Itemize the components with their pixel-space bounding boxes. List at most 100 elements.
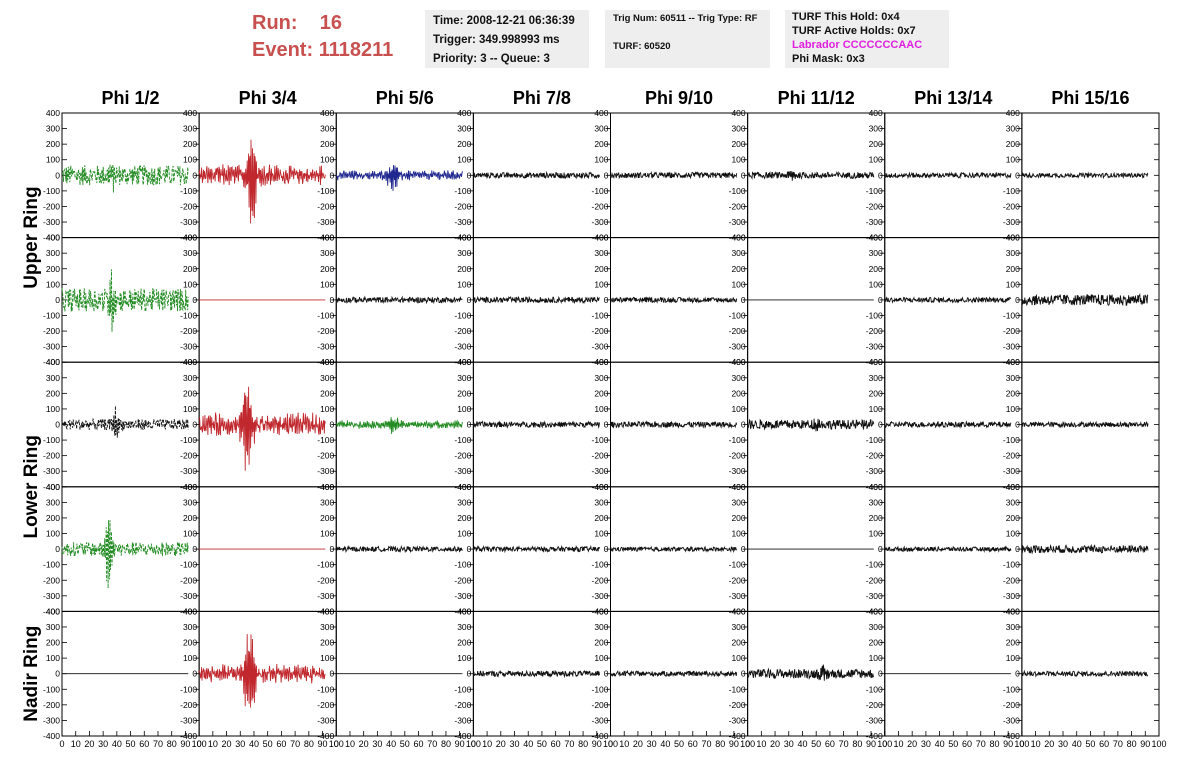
x-tick-label: 10 bbox=[893, 739, 903, 749]
y-tick-label: -100 bbox=[317, 186, 334, 196]
y-tick-label: 200 bbox=[594, 139, 608, 149]
y-tick-label: 300 bbox=[869, 497, 883, 507]
y-tick-label: 200 bbox=[183, 139, 197, 149]
y-tick-label: -200 bbox=[866, 700, 883, 710]
y-tick-label: 100 bbox=[869, 653, 883, 663]
y-tick-label: 200 bbox=[457, 513, 471, 523]
y-tick-label: -100 bbox=[1003, 684, 1020, 694]
y-tick-label: 0 bbox=[604, 669, 609, 679]
y-tick-label: -200 bbox=[866, 326, 883, 336]
y-tick-label: -100 bbox=[866, 186, 883, 196]
waveform-trace bbox=[61, 405, 189, 438]
x-tick-label: 0 bbox=[1019, 739, 1024, 749]
y-tick-label: -200 bbox=[1003, 201, 1020, 211]
time-text: Time: 2008-12-21 06:36:39 bbox=[433, 15, 575, 27]
waveform-trace bbox=[1021, 171, 1149, 180]
x-tick-label: 70 bbox=[427, 739, 437, 749]
y-tick-label: 400 bbox=[731, 482, 745, 492]
turf-hold-text: TURF This Hold: 0x4 bbox=[792, 11, 900, 23]
y-tick-label: -300 bbox=[180, 591, 197, 601]
y-tick-label: -200 bbox=[43, 700, 60, 710]
waveform-trace bbox=[610, 420, 738, 429]
x-tick-label: 30 bbox=[235, 739, 245, 749]
y-tick-label: -200 bbox=[43, 575, 60, 585]
waveform-trace bbox=[610, 296, 738, 304]
x-tick-label: 70 bbox=[839, 739, 849, 749]
y-tick-label: -200 bbox=[43, 201, 60, 211]
y-tick-label: -300 bbox=[43, 466, 60, 476]
y-tick-label: 400 bbox=[869, 482, 883, 492]
y-tick-label: -100 bbox=[43, 684, 60, 694]
y-tick-label: 100 bbox=[1006, 155, 1020, 165]
y-tick-label: -100 bbox=[43, 186, 60, 196]
y-tick-label: -300 bbox=[317, 342, 334, 352]
x-tick-label: 60 bbox=[551, 739, 561, 749]
y-tick-label: 100 bbox=[731, 404, 745, 414]
y-tick-label: 100 bbox=[183, 653, 197, 663]
y-tick-label: -300 bbox=[180, 217, 197, 227]
y-tick-label: 200 bbox=[594, 264, 608, 274]
y-tick-label: 0 bbox=[192, 420, 197, 430]
y-tick-label: 400 bbox=[320, 482, 334, 492]
y-tick-label: -200 bbox=[866, 201, 883, 211]
y-tick-label: -400 bbox=[866, 731, 883, 741]
y-tick-label: 100 bbox=[1006, 529, 1020, 539]
waveform-trace bbox=[61, 520, 189, 589]
y-tick-label: -300 bbox=[729, 591, 746, 601]
y-tick-label: -200 bbox=[180, 451, 197, 461]
y-tick-label: 300 bbox=[594, 124, 608, 134]
run-event-box: Run: 16 Event: 1118211 bbox=[252, 10, 393, 64]
y-tick-label: 100 bbox=[869, 155, 883, 165]
y-tick-label: -400 bbox=[43, 606, 60, 616]
y-tick-label: 300 bbox=[594, 622, 608, 632]
y-tick-label: 300 bbox=[1006, 497, 1020, 507]
y-tick-label: 300 bbox=[869, 124, 883, 134]
y-tick-label: 200 bbox=[320, 264, 334, 274]
y-tick-label: -100 bbox=[317, 560, 334, 570]
y-tick-label: -100 bbox=[1003, 560, 1020, 570]
y-tick-label: 0 bbox=[330, 170, 335, 180]
y-tick-label: 400 bbox=[869, 108, 883, 118]
x-tick-label: 0 bbox=[471, 739, 476, 749]
x-tick-label: 20 bbox=[359, 739, 369, 749]
x-tick-label: 70 bbox=[976, 739, 986, 749]
y-tick-label: 100 bbox=[320, 653, 334, 663]
waveform-trace bbox=[610, 545, 738, 554]
waveform-trace bbox=[61, 269, 189, 332]
x-tick-label: 10 bbox=[1031, 739, 1041, 749]
waveform-trace bbox=[198, 139, 326, 224]
y-tick-label: 200 bbox=[46, 139, 60, 149]
y-tick-label: 200 bbox=[731, 139, 745, 149]
x-tick-label: 30 bbox=[647, 739, 657, 749]
x-tick-label: 80 bbox=[715, 739, 725, 749]
x-tick-label: 100 bbox=[603, 739, 618, 749]
x-tick-label: 50 bbox=[400, 739, 410, 749]
y-tick-label: 300 bbox=[457, 622, 471, 632]
y-tick-label: 400 bbox=[869, 357, 883, 367]
y-tick-label: 100 bbox=[320, 279, 334, 289]
y-tick-label: -300 bbox=[591, 466, 608, 476]
y-tick-label: 200 bbox=[869, 638, 883, 648]
y-tick-label: 400 bbox=[869, 606, 883, 616]
y-tick-label: -200 bbox=[866, 575, 883, 585]
x-tick-label: 0 bbox=[882, 739, 887, 749]
y-tick-label: -100 bbox=[43, 560, 60, 570]
y-tick-label: 0 bbox=[330, 669, 335, 679]
y-tick-label: 400 bbox=[183, 357, 197, 367]
y-tick-label: 300 bbox=[731, 373, 745, 383]
y-tick-label: 100 bbox=[731, 155, 745, 165]
y-tick-label: 100 bbox=[594, 529, 608, 539]
x-tick-label: 100 bbox=[329, 739, 344, 749]
x-tick-label: 20 bbox=[1044, 739, 1054, 749]
y-tick-label: 300 bbox=[183, 373, 197, 383]
y-tick-label: -300 bbox=[180, 466, 197, 476]
waveform-trace bbox=[336, 295, 463, 305]
waveform-trace bbox=[199, 386, 326, 471]
y-tick-label: 400 bbox=[594, 357, 608, 367]
turf-active-text: TURF Active Holds: 0x7 bbox=[792, 25, 916, 37]
y-tick-label: -200 bbox=[729, 575, 746, 585]
x-tick-label: 20 bbox=[633, 739, 643, 749]
trig-info-box: Trig Num: 60511 -- Trig Type: RF TURF: 6… bbox=[605, 10, 770, 68]
y-tick-label: -300 bbox=[866, 466, 883, 476]
